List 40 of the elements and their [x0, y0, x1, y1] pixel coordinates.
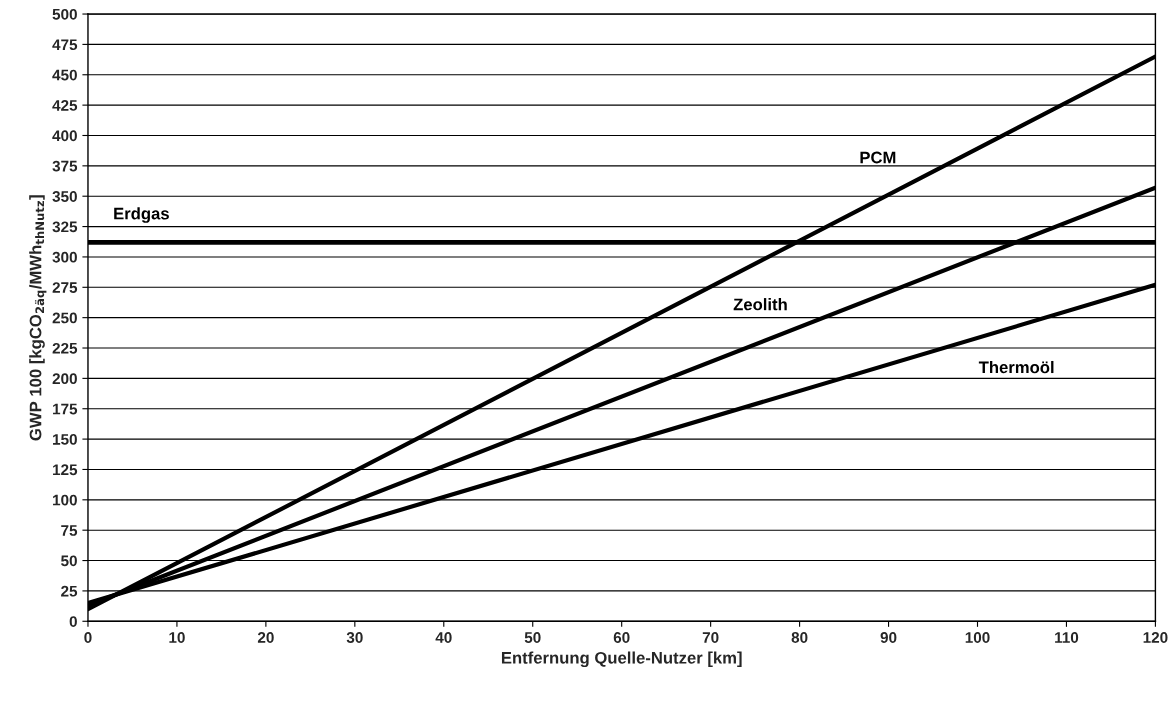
y-tick-label: 400 — [52, 130, 77, 142]
x-tick-label: 0 — [84, 632, 92, 643]
x-tick-label: 60 — [613, 632, 630, 643]
x-tick-label: 50 — [524, 632, 541, 643]
y-tick-label: 150 — [53, 433, 77, 445]
x-tick-label: 100 — [965, 632, 990, 643]
y-tick-label: 375 — [52, 160, 78, 172]
x-tick-label: 110 — [1055, 632, 1079, 643]
y-tick-label: 475 — [52, 39, 78, 51]
y-tick-label: 175 — [53, 403, 78, 415]
x-tick-label: 30 — [346, 632, 363, 643]
y-tick-label: 500 — [52, 8, 77, 20]
x-tick-label: 20 — [257, 632, 274, 643]
x-tick-label: 120 — [1143, 632, 1168, 643]
x-tick-label: 80 — [791, 632, 808, 643]
y-tick-label: 0 — [69, 616, 77, 627]
y-tick-label: 125 — [53, 464, 78, 476]
x-axis-title: Entfernung Quelle-Nutzer [km] — [501, 651, 742, 668]
x-tick-label: 10 — [169, 632, 185, 643]
series-label: PCM — [860, 151, 896, 164]
ref-line-label: Erdgas — [114, 207, 169, 223]
y-tick-label: 425 — [52, 99, 78, 111]
y-tick-label: 200 — [52, 373, 77, 385]
y-tick-label: 250 — [52, 312, 77, 324]
series-label: Thermoöl — [978, 360, 1054, 374]
y-tick-label: 50 — [61, 555, 77, 567]
y-tick-label: 450 — [52, 69, 77, 81]
x-tick-label: 90 — [880, 632, 897, 643]
y-tick-label: 75 — [61, 525, 78, 536]
series-label: Zeolith — [733, 298, 787, 311]
y-tick-label: 225 — [52, 342, 78, 354]
y-tick-label: 325 — [52, 221, 78, 233]
y-tick-label: 350 — [52, 191, 77, 202]
y-tick-label: 25 — [61, 585, 78, 597]
y-axis-title: GWP 100 [kgCO$_{2äq}$/MWh$_{thNutz}$] — [29, 195, 47, 441]
y-tick-label: 275 — [52, 282, 78, 293]
y-tick-label: 100 — [53, 494, 77, 506]
y-tick-label: 300 — [52, 251, 77, 263]
x-tick-label: 40 — [435, 632, 452, 643]
x-tick-label: 70 — [702, 632, 719, 643]
